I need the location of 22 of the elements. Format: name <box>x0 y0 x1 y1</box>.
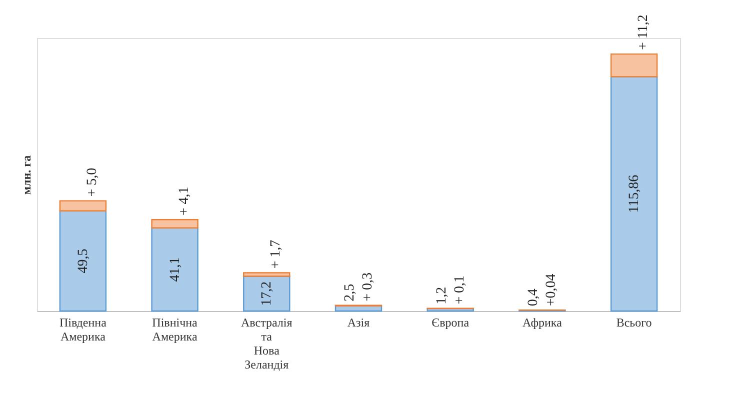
data-label: 17,2 <box>260 281 275 306</box>
data-label: 0,4 <box>526 288 542 306</box>
y-axis-title: млн. га <box>20 155 34 195</box>
data-label: + 0,1 <box>452 275 468 304</box>
data-label: 49,5 <box>76 248 91 274</box>
data-label: +0,04 <box>544 274 560 306</box>
x-tick-label: Австралія та Нова Зеландія <box>241 316 293 372</box>
data-label: + 1,7 <box>268 240 284 269</box>
x-tick-label: Африка <box>522 316 563 330</box>
x-tick-label: Всього <box>616 316 652 330</box>
data-label: 41,1 <box>168 257 183 282</box>
x-tick-label: Північна Америка <box>152 316 198 344</box>
x-tick-label: Південна Америка <box>59 316 108 344</box>
data-label: 2,5 <box>342 284 358 302</box>
x-tick-label: Європа <box>432 316 470 330</box>
data-label: 115,86 <box>627 174 642 213</box>
x-tick-label: Азія <box>347 316 370 330</box>
data-label: 1,2 <box>434 286 450 304</box>
data-label: + 4,1 <box>176 186 192 216</box>
data-label: + 11,2 <box>636 14 652 50</box>
data-label: + 0,3 <box>360 272 376 302</box>
data-label: + 5,0 <box>84 168 100 197</box>
